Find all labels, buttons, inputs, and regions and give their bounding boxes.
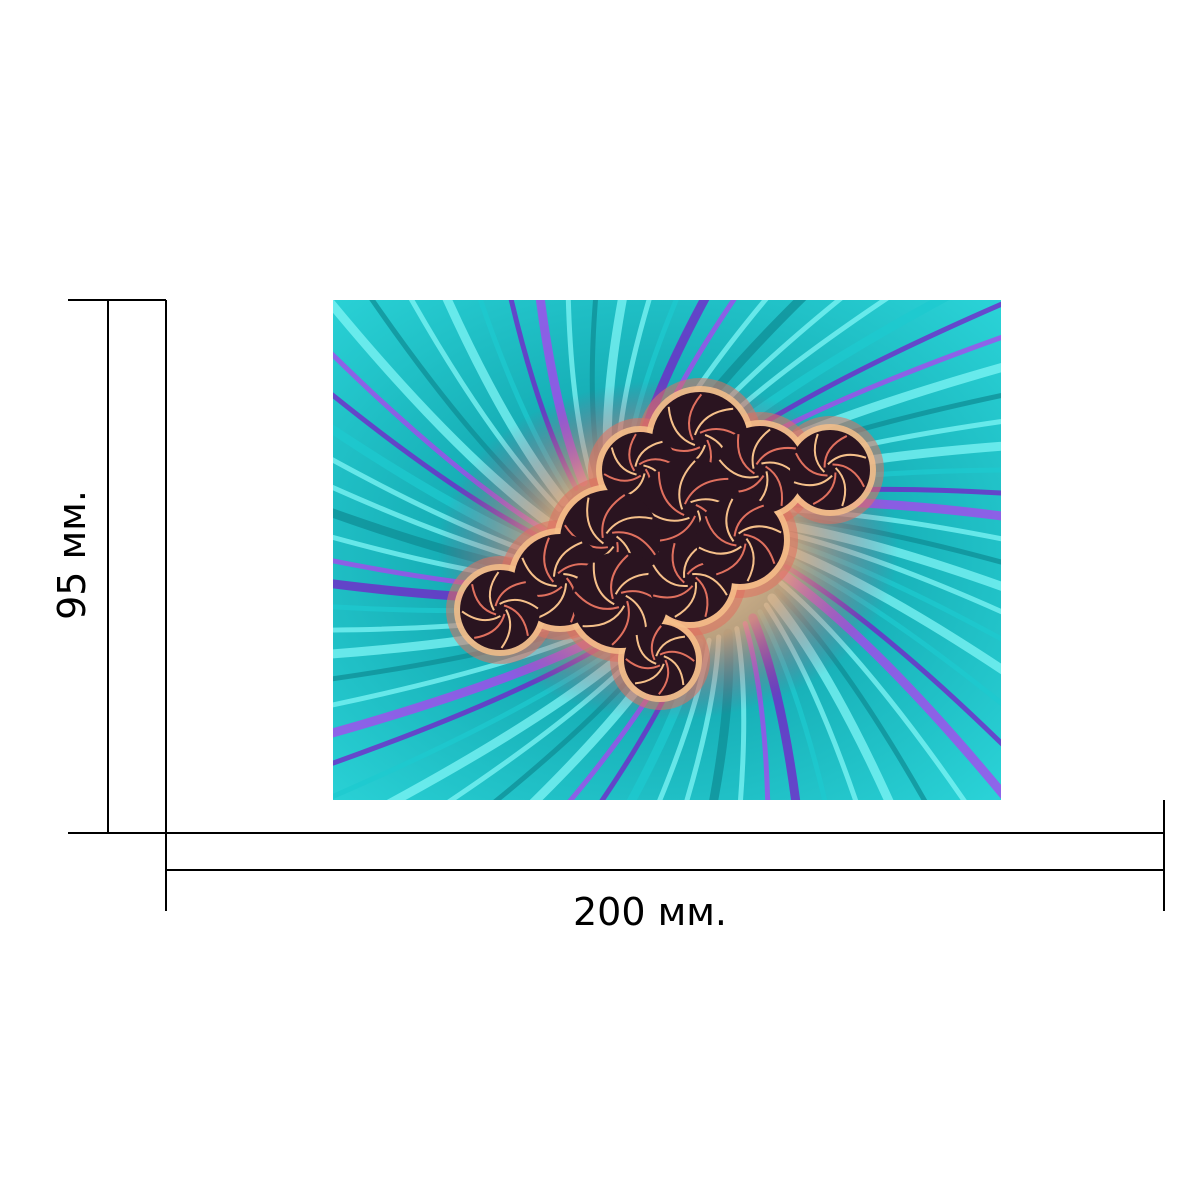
artwork-spiral-arm xyxy=(813,433,826,473)
artwork-spiral-arm xyxy=(601,494,626,539)
artwork-spiral-arm xyxy=(671,542,685,584)
artwork-spiral-arm xyxy=(738,525,782,535)
artwork-spiral-arm xyxy=(718,459,759,479)
artwork-spiral-arm xyxy=(733,504,765,537)
artwork-spiral-arm xyxy=(635,634,657,665)
artwork-spiral-arm xyxy=(634,440,663,467)
artwork-spiral-arm xyxy=(687,393,703,441)
artwork-spiral-arm xyxy=(765,465,784,506)
artwork-spiral-arm xyxy=(474,613,506,639)
artwork-spiral-arm xyxy=(592,562,615,606)
artwork-spiral-arm xyxy=(812,472,837,505)
artwork-spiral-arm xyxy=(658,659,670,695)
artwork-spiral-arm xyxy=(574,591,620,610)
artwork-spiral-arm xyxy=(610,447,637,476)
artwork-spiral-arm xyxy=(652,564,688,587)
artwork-spiral-arm xyxy=(582,605,626,628)
artwork-spiral-arm xyxy=(793,474,833,487)
artwork-spiral-arm xyxy=(657,471,685,517)
artwork-spiral-arm xyxy=(823,435,848,468)
artwork-core-blob xyxy=(624,624,696,696)
artwork-spiral-arm xyxy=(695,576,709,618)
artwork-spiral-arm xyxy=(751,428,771,469)
artwork-core-blob xyxy=(572,552,668,648)
height-dimension: 95 мм. xyxy=(50,299,167,834)
artwork-spiral-arm xyxy=(461,610,501,622)
artwork-spiral-arm xyxy=(832,463,865,488)
height-label: 95 мм. xyxy=(50,490,94,620)
artwork-spiral-arm xyxy=(611,600,630,646)
artwork-spiral-arm xyxy=(834,467,847,507)
artwork-spiral-arm xyxy=(693,407,734,436)
artwork-spiral-arm xyxy=(692,573,728,596)
artwork-spiral-arm xyxy=(634,663,665,685)
artwork-spiral-arm xyxy=(745,538,755,582)
artwork-spiral-arm xyxy=(625,658,661,670)
artwork-spiral-arm xyxy=(704,515,737,547)
artwork-spiral-arm xyxy=(655,635,686,657)
artwork-spiral-arm xyxy=(552,541,583,577)
artwork-core-blob xyxy=(696,496,784,584)
artwork-spiral-arm xyxy=(610,554,629,600)
artwork-spiral-arm xyxy=(488,571,500,611)
artwork-spiral-arm xyxy=(471,584,497,616)
artwork-spiral-arm xyxy=(698,545,742,555)
artwork-core-blob xyxy=(790,430,870,510)
artwork-spiral-arm xyxy=(755,446,796,465)
artwork-core-blob xyxy=(460,570,540,650)
artwork-spiral-arm xyxy=(494,581,526,607)
artwork-spiral-arm xyxy=(715,543,747,576)
artwork-spiral-arm xyxy=(667,406,696,447)
artwork-spiral-arm xyxy=(499,598,539,610)
artwork-spiral-arm xyxy=(827,453,867,466)
artwork-spiral-arm xyxy=(743,533,776,565)
width-dimension: 200 мм. xyxy=(165,800,1165,934)
artwork-spiral-arm xyxy=(674,582,697,618)
artwork-spiral-arm xyxy=(543,537,555,583)
artwork-spiral-arm xyxy=(605,516,653,535)
artwork-spiral-arm xyxy=(678,460,696,510)
artwork-spiral-arm xyxy=(503,604,529,636)
artwork-spiral-arm xyxy=(659,650,695,662)
artwork-spiral-arm xyxy=(725,498,735,542)
artwork-spiral-arm xyxy=(663,655,685,686)
artwork-spiral-arm xyxy=(521,557,557,588)
artwork-spiral-arm xyxy=(586,497,605,545)
artwork-spiral-arm xyxy=(611,531,656,556)
artwork-spiral-arm xyxy=(650,625,662,661)
artwork-spiral-arm xyxy=(537,583,568,619)
artwork-spiral-arm xyxy=(500,609,512,649)
artwork-spiral-arm xyxy=(795,452,828,477)
artwork-fractal-core xyxy=(446,378,884,710)
artwork-spiral-arm xyxy=(652,585,694,599)
artwork-spiral-arm xyxy=(683,477,729,505)
artwork-spiral-arm xyxy=(628,433,637,472)
artwork-spiral-arm xyxy=(603,473,642,482)
artwork-spiral-arm xyxy=(736,434,755,475)
fractal-artwork xyxy=(333,300,1001,800)
width-label: 200 мм. xyxy=(573,890,727,934)
